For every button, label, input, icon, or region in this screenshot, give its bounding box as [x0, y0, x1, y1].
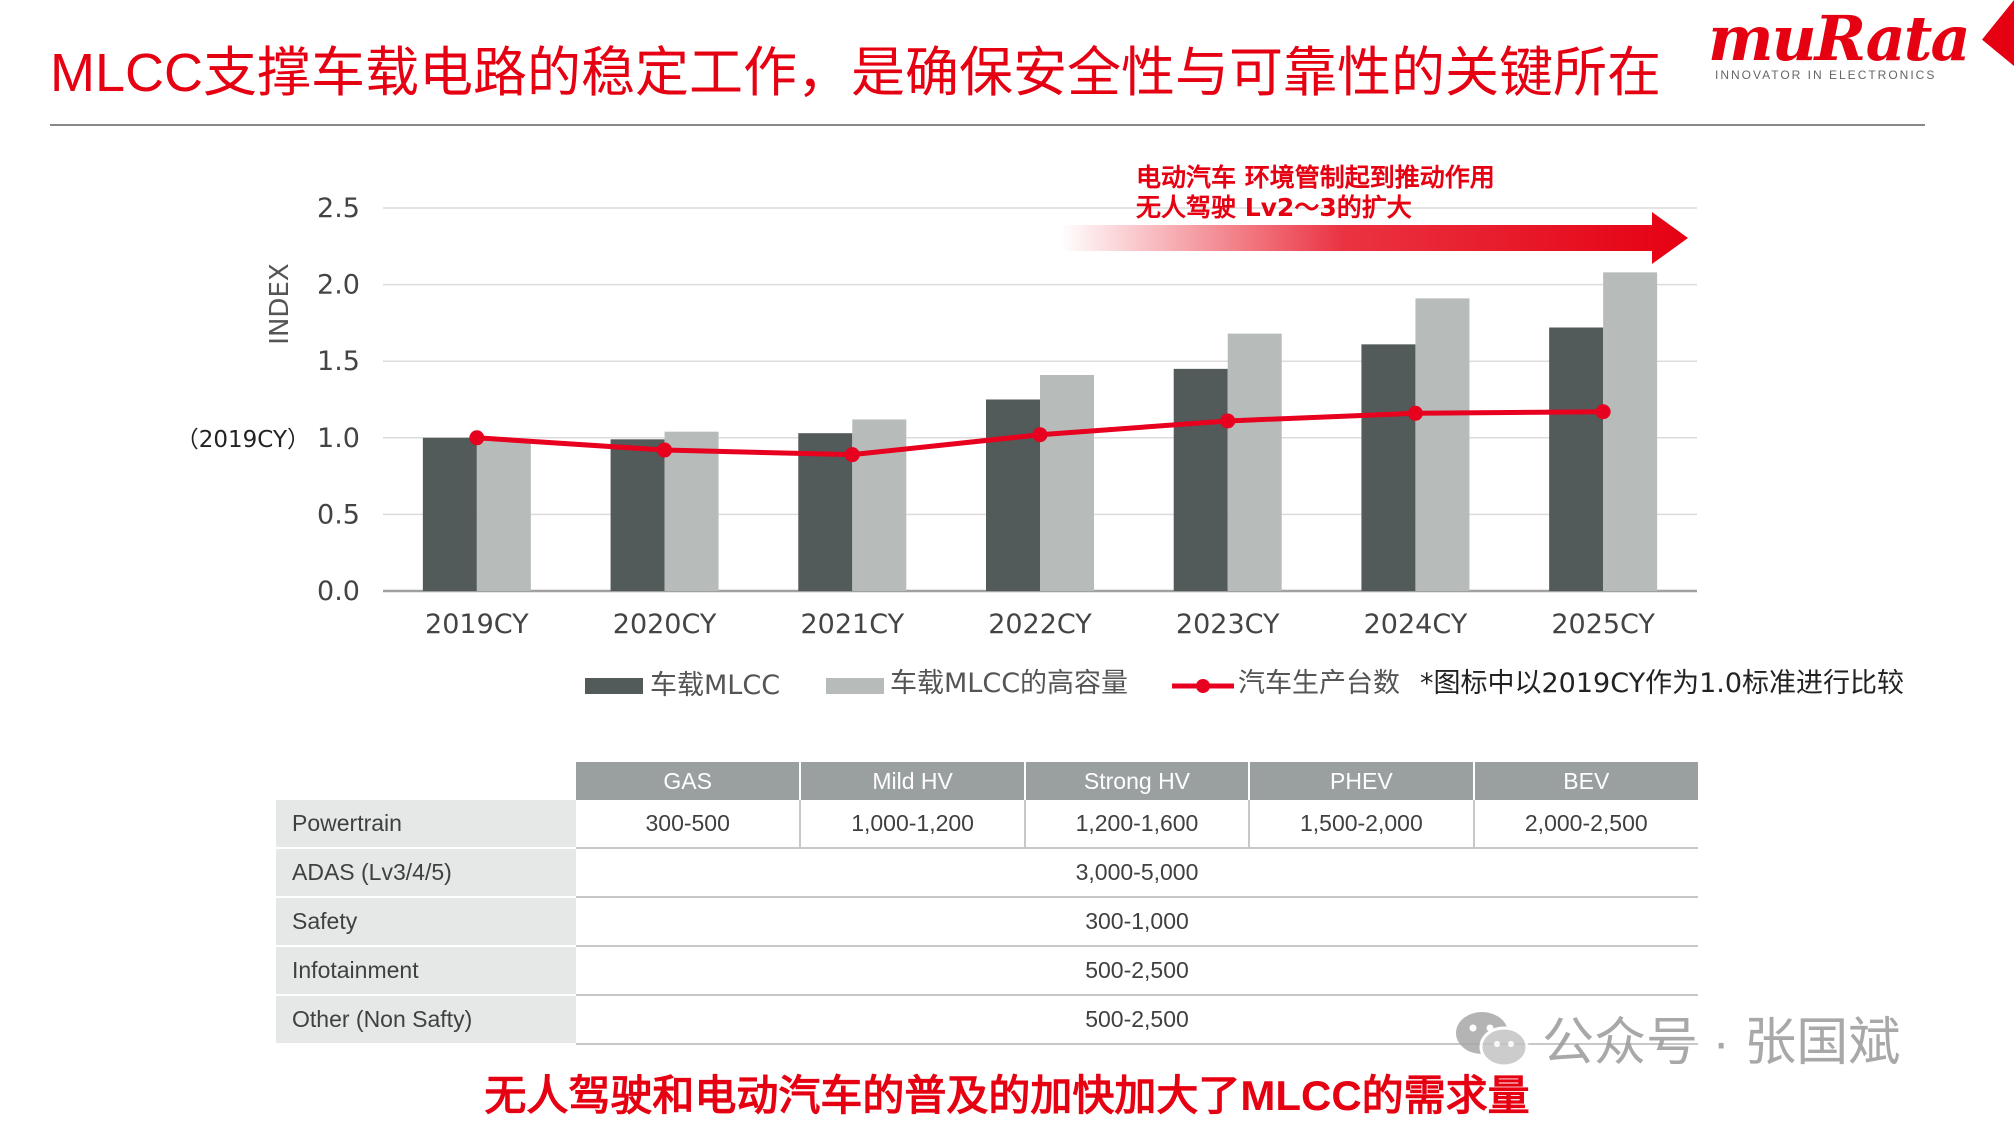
bar-high-capacity [1227, 333, 1282, 591]
bar-mlcc [422, 437, 477, 591]
table-cell: 1,000-1,200 [800, 800, 1026, 849]
table-row: ADAS (Lv3/4/5) 3,000-5,000 [276, 848, 1698, 898]
y-tick-label: 0.0 [317, 576, 360, 607]
x-tick-label: 2020CY [613, 609, 717, 640]
table-header-row: GAS Mild HV Strong HV PHEV BEV [276, 762, 1698, 800]
bar-mlcc [1361, 344, 1416, 591]
table-row: Safety 300-1,000 [276, 897, 1698, 947]
mlcc-count-table: GAS Mild HV Strong HV PHEV BEV Powertrai… [276, 762, 1698, 1045]
y-tick-label: 2.0 [317, 270, 360, 301]
row-label-infotainment: Infotainment [276, 946, 576, 996]
legend-swatch-mlcc [585, 678, 643, 694]
bar-high-capacity [1040, 374, 1094, 591]
mlcc-count-table-wrap: GAS Mild HV Strong HV PHEV BEV Powertrai… [276, 762, 1698, 1045]
y-axis-label: INDEX [265, 263, 295, 344]
point-production [1407, 405, 1423, 421]
mlcc-index-chart: 0.0 0.5 1.0 1.5 2.0 2.5 （2019CY） INDEX 2019CY 202… [176, 163, 1904, 701]
y-tick-label: 1.0 [317, 423, 360, 454]
table-row: Infotainment 500-2,500 [276, 946, 1698, 996]
bar-mlcc [610, 439, 665, 591]
point-production [1032, 427, 1048, 443]
x-tick-label: 2023CY [1176, 609, 1280, 640]
legend-label-high-capacity: 车载MLCC的高容量 [890, 668, 1128, 699]
point-production [469, 430, 485, 446]
table-cell: 300-500 [576, 800, 802, 849]
annotation-line-2: 无人驾驶 Lv2～3的扩大 [1136, 193, 1412, 222]
table-cell: 1,500-2,000 [1249, 800, 1475, 849]
point-production [844, 447, 860, 463]
column-header-mild-hv: Mild HV [800, 762, 1026, 800]
bar-mlcc [798, 433, 853, 591]
x-tick-label: 2022CY [988, 609, 1092, 640]
watermark: 公众号 · 张国斌 [1452, 1000, 1900, 1086]
bar-mlcc [1549, 327, 1604, 591]
column-header-strong-hv: Strong HV [1024, 762, 1251, 800]
row-label-safety: Safety [276, 897, 576, 947]
point-production [1595, 404, 1611, 420]
point-production [1220, 413, 1236, 429]
bar-high-capacity [852, 419, 907, 591]
table-cell-merged: 300-1,000 [576, 897, 1698, 947]
bar-mlcc [986, 399, 1040, 591]
trend-arrow [1060, 212, 1688, 264]
legend-marker-production [1196, 679, 1210, 693]
legend-swatch-high-capacity [826, 678, 884, 694]
murata-logo: muRata INNOVATOR IN ELECTRONICS [1700, 0, 1971, 90]
x-tick-label: 2024CY [1364, 609, 1468, 640]
column-header-bev: BEV [1473, 762, 1698, 800]
legend-label-production: 汽车生产台数 [1238, 668, 1400, 699]
logo-tagline: INNOVATOR IN ELECTRONICS [1715, 68, 1937, 82]
page-title: MLCC支撑车载电路的稳定工作，是确保安全性与可靠性的关键所在 [50, 43, 1662, 103]
annotation-line-1: 电动汽车 环境管制起到推动作用 [1136, 163, 1495, 192]
legend-note: *图标中以2019CY作为1.0标准进行比较 [1420, 668, 1904, 699]
x-tick-label: 2019CY [425, 609, 529, 640]
summary-text: 无人驾驶和电动汽车的普及的加快加大了MLCC的需求量 [484, 1072, 1530, 1119]
legend-label-mlcc: 车载MLCC [650, 670, 780, 701]
x-tick-label: 2025CY [1551, 609, 1655, 640]
table-cell-merged: 500-2,500 [576, 946, 1698, 996]
y-tick-label: 2.5 [317, 193, 360, 224]
column-header-phev: PHEV [1249, 762, 1475, 800]
header-divider [50, 124, 1925, 126]
y-tick-label: 1.5 [317, 346, 360, 377]
row-label-adas: ADAS (Lv3/4/5) [276, 848, 576, 898]
y-tick-label: 0.5 [317, 499, 360, 530]
bar-mlcc [1173, 368, 1228, 591]
bar-high-capacity [1415, 298, 1470, 591]
wechat-icon [1452, 1007, 1532, 1086]
x-tick-label: 2021CY [800, 609, 904, 640]
table-cell: 1,200-1,600 [1024, 800, 1251, 849]
table-row: Powertrain 300-500 1,000-1,200 1,200-1,6… [276, 800, 1698, 849]
row-label-other: Other (Non Safty) [276, 995, 576, 1045]
baseline-label: （2019CY） [176, 427, 310, 453]
table-cell-merged: 3,000-5,000 [576, 848, 1698, 898]
point-production [657, 442, 673, 458]
bar-high-capacity [664, 431, 719, 591]
watermark-text: 公众号 · 张国斌 [1542, 1014, 1901, 1072]
table-cell: 2,000-2,500 [1473, 800, 1698, 849]
table-corner [276, 762, 576, 800]
logo-wordmark: muRata [1708, 2, 1971, 75]
bar-high-capacity [1603, 272, 1658, 591]
bar-high-capacity [476, 439, 531, 591]
column-header-gas: GAS [576, 762, 802, 800]
row-label-powertrain: Powertrain [276, 800, 576, 849]
